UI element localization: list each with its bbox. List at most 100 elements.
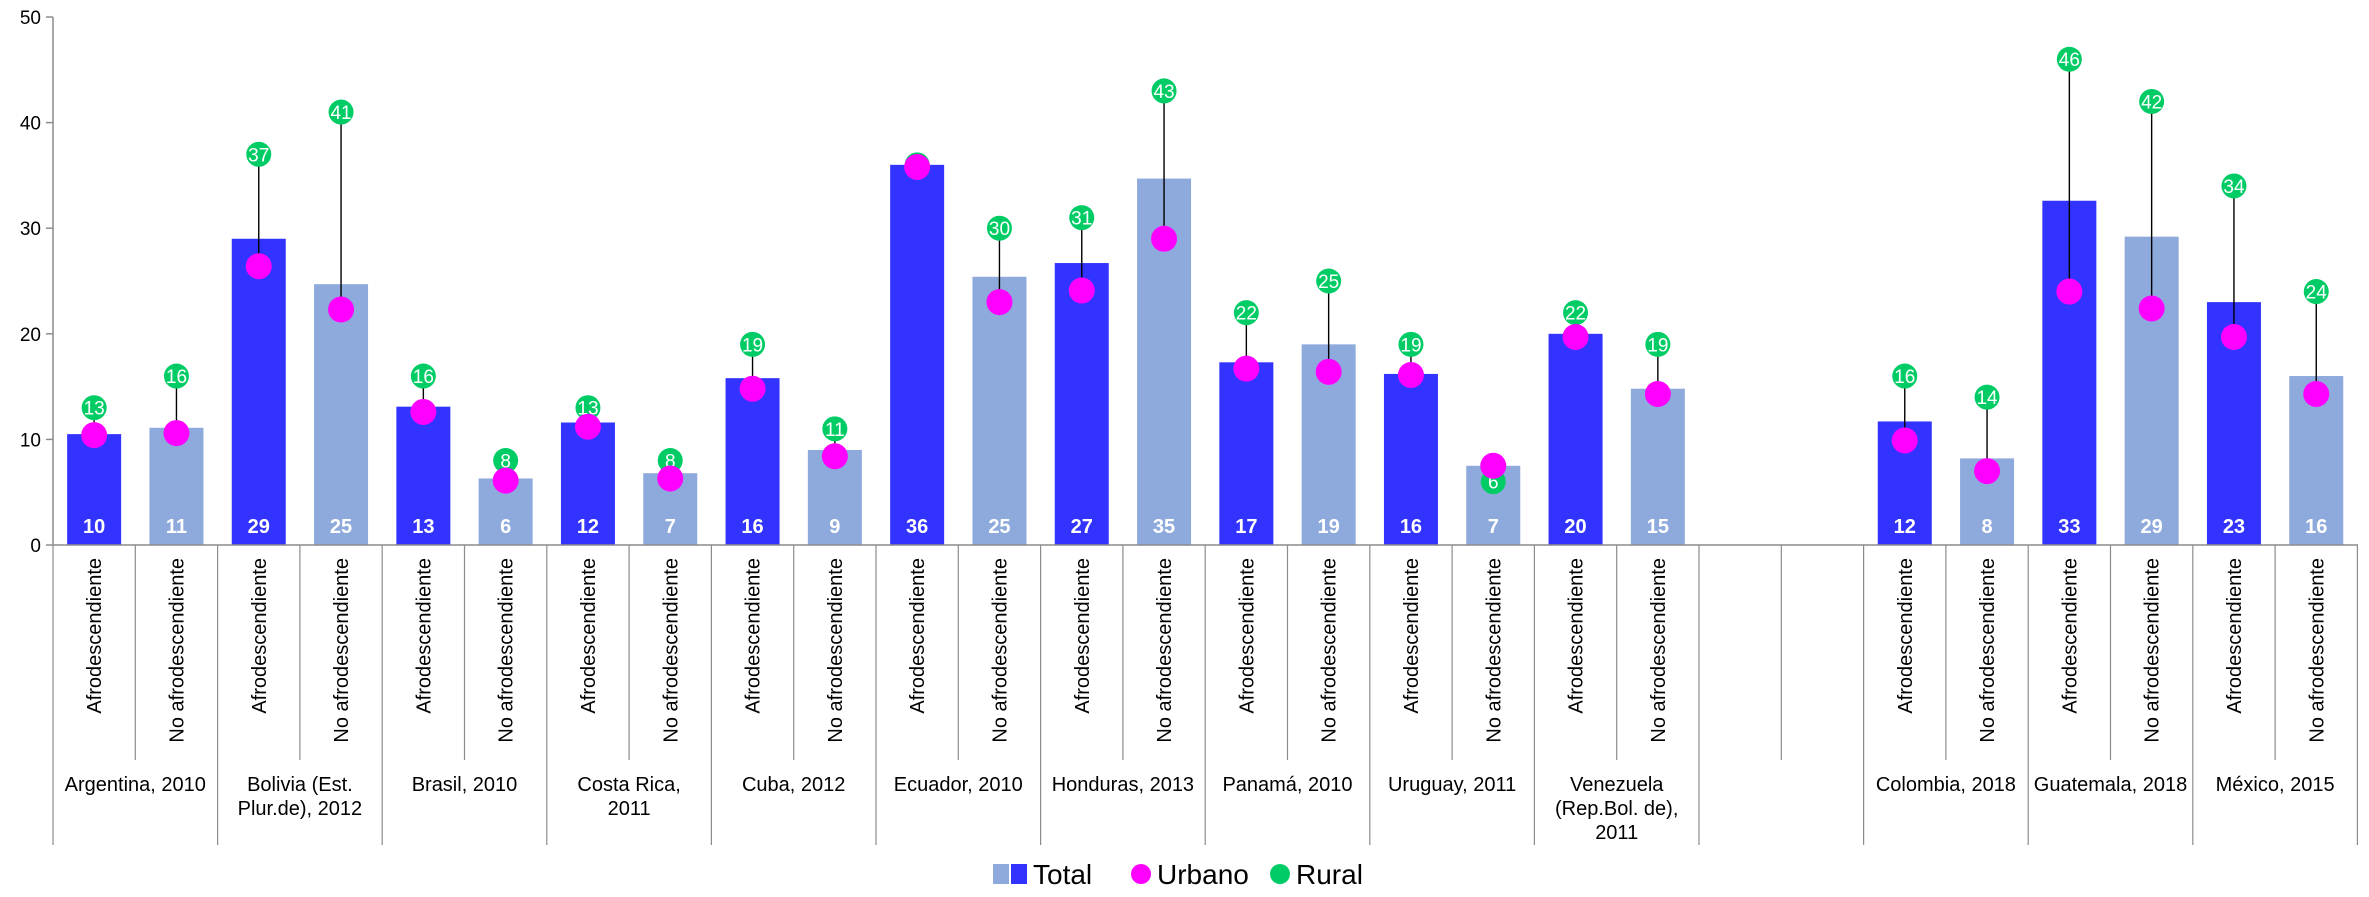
group-label: Cuba, 2012 — [742, 774, 845, 796]
total-bar — [149, 427, 204, 545]
group-label: Colombia, 2018 — [1876, 774, 2016, 796]
total-bar — [1383, 373, 1438, 545]
x-axis-categories: Afrodescendiente No afrodescendiente Argen… — [52, 544, 2358, 845]
urban-point — [1974, 458, 2001, 485]
urban-point — [410, 398, 437, 425]
x-category-label: Afrodescendiente — [743, 558, 765, 714]
rural-point — [822, 416, 848, 442]
total-bar — [231, 238, 286, 545]
rural-point-label: 14 — [1976, 388, 1998, 409]
x-category-label: Afrodescendiente — [1236, 558, 1258, 714]
total-bar — [560, 422, 615, 545]
rural-point-label: 31 — [1071, 209, 1092, 230]
rural-point-label: 11 — [825, 420, 845, 441]
x-category-label: Afrodescendiente — [1401, 558, 1423, 714]
rural-point-label: 42 — [2141, 92, 2162, 113]
rural-point — [246, 141, 272, 167]
legend-rural-marker — [1270, 864, 1290, 884]
total-bar — [396, 406, 451, 545]
x-category-label: Afrodescendiente — [1566, 558, 1588, 714]
rural-point — [1151, 78, 1177, 104]
x-category-label: No afrodescendiente — [2142, 558, 2164, 743]
group-label: Panamá, 2010 — [1222, 774, 1352, 796]
rural-point-label: 41 — [330, 103, 351, 124]
rural-point-label: 16 — [166, 367, 187, 388]
x-category-label: Afrodescendiente — [413, 558, 435, 714]
total-bar — [725, 378, 780, 545]
rural-point-label: 22 — [1565, 304, 1586, 325]
urban-point — [574, 413, 601, 440]
urban-point — [328, 296, 355, 323]
x-category-label: Afrodescendiente — [907, 558, 929, 714]
total-bar-label: 35 — [1153, 516, 1175, 538]
total-bar-label: 7 — [665, 516, 676, 538]
y-axis: 0 10 20 30 40 50 — [20, 8, 54, 557]
urban-point — [492, 467, 519, 494]
x-category-label: No afrodescendiente — [989, 558, 1011, 743]
total-bar-label: 25 — [330, 516, 352, 538]
total-bar-label: 16 — [2305, 516, 2327, 538]
urban-point — [2303, 380, 2330, 407]
total-bar — [67, 434, 122, 545]
total-bar — [1548, 333, 1603, 545]
urban-point — [1891, 427, 1918, 454]
legend-urbano-marker — [1131, 864, 1151, 884]
legend: Total Urbano Rural — [993, 859, 1363, 890]
rural-point-label: 22 — [1236, 304, 1257, 325]
y-tick-label: 50 — [20, 8, 41, 29]
rural-point-label: 13 — [84, 399, 105, 420]
rural-point — [1233, 300, 1259, 326]
rural-point — [493, 448, 519, 474]
x-category-label: No afrodescendiente — [1154, 558, 1176, 743]
rural-point-label: 6 — [1488, 473, 1499, 494]
urban-point — [821, 443, 848, 470]
group-label: México, 2015 — [2216, 774, 2335, 796]
rural-point — [575, 395, 601, 421]
rural-point-label: 30 — [989, 219, 1010, 240]
rural-point — [1892, 363, 1918, 389]
total-bar-label: 36 — [906, 516, 928, 538]
x-category-label: Afrodescendiente — [578, 558, 600, 714]
rural-point — [81, 395, 107, 421]
total-bar-label: 33 — [2058, 516, 2080, 538]
urban-point — [739, 375, 766, 402]
group-label: Guatemala, 2018 — [2034, 774, 2187, 796]
urban-point — [1151, 225, 1178, 252]
total-bar — [314, 284, 369, 545]
group-label: Bolivia (Est. Plur.de), 2012 — [238, 774, 363, 820]
total-bar-label: 20 — [1564, 516, 1586, 538]
x-category-label: Afrodescendiente — [84, 558, 106, 714]
urban-point — [904, 153, 931, 180]
total-bar-label: 19 — [1318, 516, 1340, 538]
total-bar-label: 15 — [1647, 516, 1669, 538]
total-bar — [1219, 362, 1274, 545]
urban-point — [2056, 278, 2083, 305]
y-tick-label: 0 — [30, 536, 41, 557]
total-bar — [1630, 388, 1685, 545]
y-tick-label: 10 — [20, 430, 41, 451]
x-category-label: No afrodescendiente — [2306, 558, 2328, 743]
rural-point — [1974, 384, 2000, 410]
group-label: Ecuador, 2010 — [894, 774, 1023, 796]
rural-point-label: 25 — [1318, 272, 1339, 293]
total-bar-label: 6 — [500, 516, 511, 538]
x-category-label: No afrodescendiente — [660, 558, 682, 743]
x-category-label: No afrodescendiente — [1648, 558, 1670, 743]
x-category-label: Afrodescendiente — [2059, 558, 2081, 714]
rural-point-label: 46 — [2059, 50, 2080, 71]
y-tick-label: 20 — [20, 325, 41, 346]
dots: 1316374116813819113630314322251962219161… — [81, 46, 2330, 495]
total-bar-label: 23 — [2223, 516, 2245, 538]
total-bar — [1054, 263, 1109, 545]
legend-total-label: Total — [1033, 859, 1092, 890]
total-bar — [890, 164, 945, 545]
group-label: Argentina, 2010 — [65, 774, 206, 796]
y-tick-label: 30 — [20, 219, 41, 240]
rural-point-label: 8 — [500, 452, 511, 473]
legend-total-swatch-light — [993, 864, 1009, 884]
rural-point — [1069, 205, 1095, 231]
total-bar-label: 7 — [1488, 516, 1499, 538]
urban-point — [1480, 452, 1507, 479]
rural-point-label: 37 — [248, 145, 269, 166]
